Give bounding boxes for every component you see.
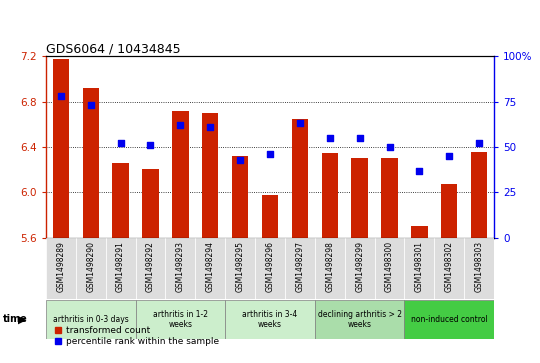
FancyBboxPatch shape [225,300,315,339]
Text: time: time [3,314,28,325]
Text: GSM1498300: GSM1498300 [385,241,394,292]
Text: GSM1498298: GSM1498298 [325,241,334,292]
Bar [112,163,129,238]
Text: GDS6064 / 10434845: GDS6064 / 10434845 [46,42,180,55]
Text: GSM1498299: GSM1498299 [355,241,364,292]
Bar [262,195,278,238]
Point [415,168,424,174]
Point [86,102,95,108]
Point [266,151,274,157]
Text: GSM1498292: GSM1498292 [146,241,155,292]
Text: GSM1498301: GSM1498301 [415,241,424,292]
Point [355,135,364,141]
Bar [52,58,69,238]
Bar [292,119,308,238]
Text: non-induced control: non-induced control [411,315,488,324]
Bar [411,227,428,238]
Text: GSM1498290: GSM1498290 [86,241,95,292]
Text: ▶: ▶ [18,314,27,325]
Bar [142,168,159,238]
Text: arthritis in 1-2
weeks: arthritis in 1-2 weeks [153,310,208,329]
Text: GSM1498295: GSM1498295 [235,241,245,292]
Text: GSM1498291: GSM1498291 [116,241,125,292]
FancyBboxPatch shape [255,238,285,299]
Text: GSM1498289: GSM1498289 [56,241,65,292]
FancyBboxPatch shape [76,238,106,299]
FancyBboxPatch shape [285,238,315,299]
Text: declining arthritis > 2
weeks: declining arthritis > 2 weeks [318,310,402,329]
Text: GSM1498303: GSM1498303 [475,241,484,292]
Bar [172,111,188,238]
FancyBboxPatch shape [345,238,375,299]
Bar [83,88,99,238]
Text: arthritis in 0-3 days: arthritis in 0-3 days [53,315,129,324]
FancyBboxPatch shape [434,238,464,299]
FancyBboxPatch shape [404,300,494,339]
Point [236,157,245,163]
Bar [441,184,457,238]
Bar [381,158,398,238]
Text: arthritis in 3-4
weeks: arthritis in 3-4 weeks [242,310,298,329]
FancyBboxPatch shape [315,300,404,339]
Point [176,122,185,128]
FancyBboxPatch shape [315,238,345,299]
Text: GSM1498297: GSM1498297 [295,241,305,292]
FancyBboxPatch shape [464,238,494,299]
FancyBboxPatch shape [136,300,225,339]
Bar [321,153,338,238]
Point [206,124,214,130]
Text: GSM1498294: GSM1498294 [206,241,215,292]
Point [116,140,125,146]
FancyBboxPatch shape [375,238,404,299]
FancyBboxPatch shape [46,300,136,339]
FancyBboxPatch shape [165,238,195,299]
Bar [471,152,488,238]
Bar [202,113,219,238]
Point [146,142,155,148]
Text: GSM1498293: GSM1498293 [176,241,185,292]
FancyBboxPatch shape [195,238,225,299]
Text: GSM1498302: GSM1498302 [445,241,454,292]
Bar [232,156,248,238]
Point [445,153,454,159]
FancyBboxPatch shape [404,238,434,299]
Text: GSM1498296: GSM1498296 [266,241,274,292]
Legend: transformed count, percentile rank within the sample: transformed count, percentile rank withi… [50,322,222,350]
Point [385,144,394,150]
Point [475,140,483,146]
FancyBboxPatch shape [136,238,165,299]
Bar [352,158,368,238]
FancyBboxPatch shape [225,238,255,299]
Point [326,135,334,141]
FancyBboxPatch shape [106,238,136,299]
FancyBboxPatch shape [46,238,76,299]
Point [57,93,65,99]
Point [295,121,304,126]
